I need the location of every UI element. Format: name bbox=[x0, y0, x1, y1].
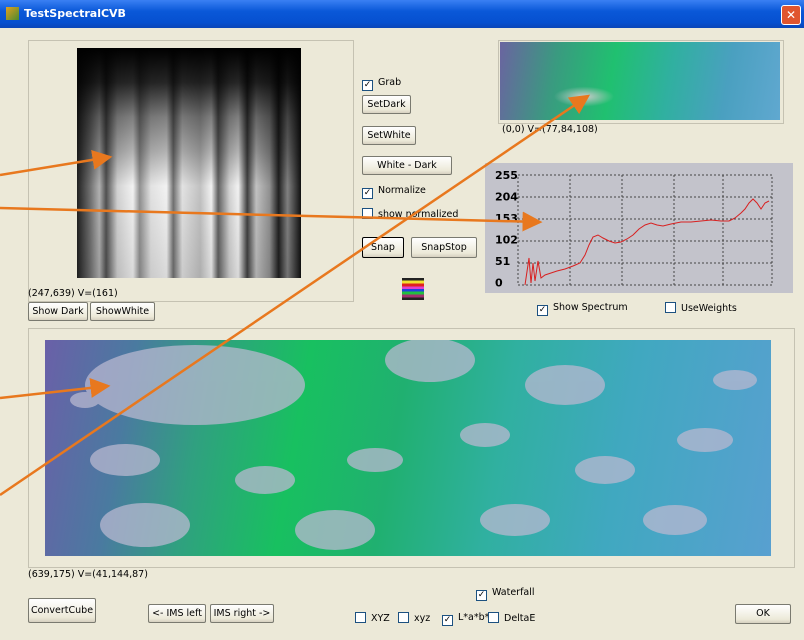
label: show normalized bbox=[378, 209, 459, 220]
spectrum-plot: 255 204 153 102 51 0 bbox=[495, 169, 773, 290]
snap-stop-button[interactable]: SnapStop bbox=[411, 237, 477, 258]
label: DeltaE bbox=[504, 613, 536, 624]
xyz-upper-checkbox[interactable]: XYZ bbox=[355, 612, 390, 624]
label: XYZ bbox=[371, 613, 390, 624]
ok-button[interactable]: OK bbox=[735, 604, 791, 624]
label: Waterfall bbox=[492, 587, 535, 598]
label: Show Spectrum bbox=[553, 302, 628, 313]
set-white-button[interactable]: SetWhite bbox=[362, 126, 416, 145]
ims-left-button[interactable]: <- IMS left bbox=[148, 604, 206, 623]
label: Normalize bbox=[378, 185, 426, 196]
show-normalized-checkbox[interactable]: show normalized bbox=[362, 208, 458, 220]
y-axis-label: 51 bbox=[495, 255, 510, 268]
grid bbox=[518, 175, 772, 285]
show-white-button[interactable]: ShowWhite bbox=[90, 302, 155, 321]
window-title: TestSpectralCVB bbox=[24, 7, 126, 20]
grab-image bbox=[77, 48, 301, 278]
snap-button[interactable]: Snap bbox=[362, 237, 404, 258]
delta-e-checkbox[interactable]: DeltaE bbox=[488, 612, 535, 624]
label: xyz bbox=[414, 613, 431, 624]
close-button[interactable]: ✕ bbox=[781, 5, 801, 25]
lab-checkbox[interactable]: ✓ L*a*b* bbox=[442, 612, 490, 626]
droplets bbox=[70, 340, 757, 550]
preview-image bbox=[500, 42, 780, 120]
normalize-checkbox[interactable]: ✓ Normalize bbox=[362, 185, 426, 199]
show-spectrum-checkbox[interactable]: ✓ Show Spectrum bbox=[537, 302, 628, 316]
label: UseWeights bbox=[681, 303, 737, 314]
convert-cube-button[interactable]: ConvertCube bbox=[28, 598, 96, 623]
label: Grab bbox=[378, 77, 402, 88]
xyz-lower-checkbox[interactable]: xyz bbox=[398, 612, 430, 624]
preview-status: (0,0) V=(77,84,108) bbox=[502, 124, 598, 135]
label: L*a*b* bbox=[458, 612, 490, 623]
y-axis-label: 102 bbox=[495, 234, 518, 247]
grab-checkbox[interactable]: ✓ Grab bbox=[362, 77, 402, 91]
color-icon bbox=[402, 278, 424, 300]
grab-status: (247,639) V=(161) bbox=[28, 288, 118, 299]
y-axis-label: 255 bbox=[495, 169, 518, 182]
title-bar: TestSpectralCVB ✕ bbox=[0, 0, 804, 28]
set-dark-button[interactable]: SetDark bbox=[362, 95, 411, 114]
plot-frame bbox=[517, 174, 773, 286]
use-weights-checkbox[interactable]: UseWeights bbox=[665, 302, 737, 314]
ims-right-button[interactable]: IMS right -> bbox=[210, 604, 274, 623]
app-icon bbox=[6, 7, 19, 20]
white-dark-button[interactable]: White - Dark bbox=[362, 156, 452, 175]
waterfall-checkbox[interactable]: ✓ Waterfall bbox=[476, 587, 535, 601]
show-dark-button[interactable]: Show Dark bbox=[28, 302, 88, 321]
spectrum-line bbox=[524, 198, 770, 286]
y-axis-label: 153 bbox=[495, 212, 518, 225]
main-image bbox=[45, 340, 771, 556]
main-status: (639,175) V=(41,144,87) bbox=[28, 569, 148, 580]
y-axis-label: 0 bbox=[495, 277, 503, 290]
y-axis-label: 204 bbox=[495, 191, 518, 204]
